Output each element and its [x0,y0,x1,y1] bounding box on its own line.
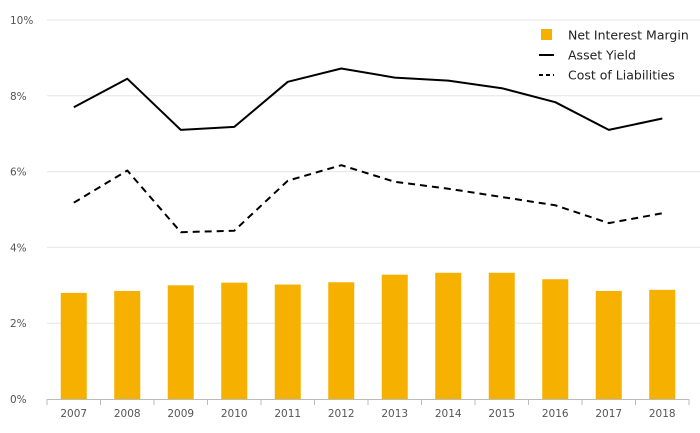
bar-2008 [114,290,141,399]
bar-2016 [542,279,569,399]
x-tick-label: 2013 [381,408,408,420]
legend-label-net-interest-margin: Net Interest Margin [568,28,689,43]
bar-2013 [381,274,408,399]
y-tick-label: 2% [10,318,27,330]
bar-2017 [595,290,622,399]
bars-net-interest-margin [60,272,676,399]
line-cost-of-liabilities [73,164,663,234]
bar-2018 [649,289,676,399]
x-tick-label: 2016 [542,408,569,420]
legend-label-cost-of-liabilities: Cost of Liabilities [568,68,675,83]
x-tick-label: 2014 [435,408,462,420]
x-tick-label: 2017 [595,408,622,420]
y-tick-label: 6% [10,167,27,179]
bar-2010 [221,282,248,399]
gridlines [47,19,700,324]
bar-2011 [274,284,301,399]
x-tick-label: 2009 [167,408,194,420]
bar-2009 [167,285,194,399]
x-tick-label: 2018 [649,408,676,420]
y-tick-label: 10% [10,15,33,27]
y-tick-label: 8% [10,91,27,103]
bar-2015 [488,272,515,399]
line-asset-yield [73,67,663,131]
legend-swatch-net-interest-margin [541,29,552,40]
x-tick-label: 2010 [221,408,248,420]
legend: Net Interest Margin Asset Yield Cost of Li… [539,28,689,83]
bar-2014 [435,272,462,399]
x-tick-label: 2007 [60,408,87,420]
x-tick-label: 2011 [274,408,301,420]
bar-2012 [328,282,355,399]
bar-2007 [60,292,87,399]
legend-label-asset-yield: Asset Yield [568,48,636,63]
x-tick-label: 2012 [328,408,355,420]
y-tick-label: 0% [10,394,27,406]
axes: 0% 2% 4% 6% 8% 10% 2007 2008 2009 2010 2011 2012 201… [10,15,690,420]
lines [73,67,663,234]
y-tick-label: 4% [10,242,27,254]
x-tick-label: 2015 [488,408,515,420]
x-tick-label: 2008 [114,408,141,420]
